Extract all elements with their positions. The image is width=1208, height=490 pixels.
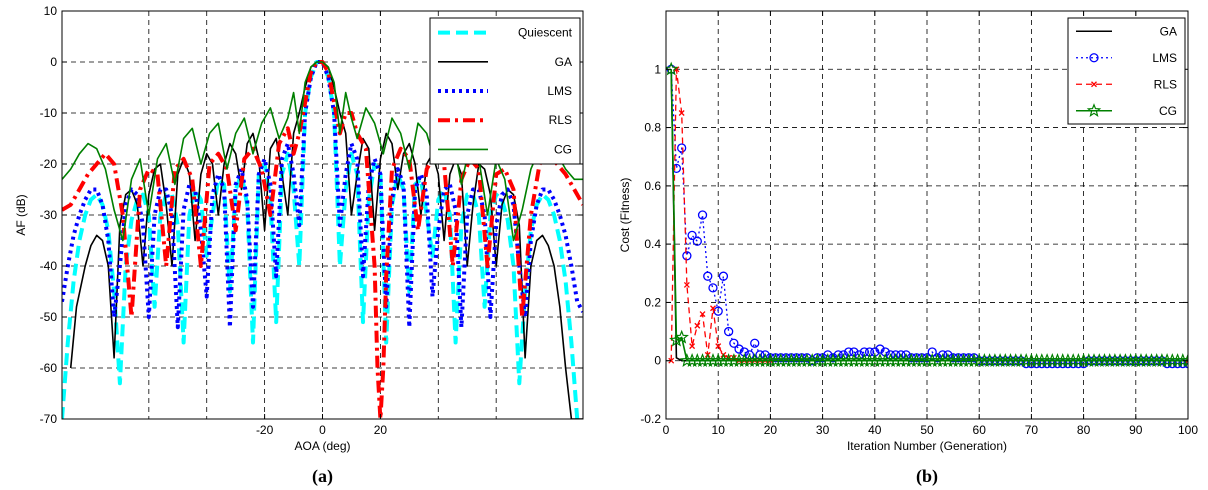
x-tick-label: 70: [1025, 423, 1039, 437]
series-marker-rls: [689, 343, 696, 350]
legend-label-lms: LMS: [547, 84, 572, 98]
y-tick-label: 0.8: [644, 121, 661, 135]
y-tick-label: 10: [44, 4, 58, 18]
y-tick-label: 0.2: [644, 295, 661, 309]
x-tick-label: 20: [374, 423, 388, 437]
y-tick-label: 0: [50, 55, 57, 69]
series-marker-rls: [710, 305, 716, 312]
x-tick-label: 30: [816, 423, 830, 437]
series-marker-lms: [875, 344, 885, 354]
series-marker-lms: [687, 230, 697, 241]
x-tick-label: 20: [764, 423, 778, 437]
legend-marker-rls: [1091, 81, 1097, 88]
legend-label-ga: GA: [1160, 24, 1177, 38]
legend-label-rls: RLS: [1154, 77, 1177, 91]
series-marker-lms: [697, 210, 708, 220]
series-group: [666, 61, 1188, 369]
series-marker-lms: [734, 344, 744, 354]
legend-label-ga: GA: [555, 55, 572, 69]
y-tick-label: -0.2: [640, 412, 661, 426]
series-marker-lms: [708, 283, 718, 293]
x-tick-label: 0: [319, 423, 326, 437]
legend-label-cg: CG: [554, 142, 572, 156]
legend-label-rls: RLS: [549, 113, 572, 127]
x-tick-label: 60: [973, 423, 987, 437]
series-marker-lms: [713, 306, 723, 316]
x-tick-label: 50: [920, 423, 934, 437]
chart-panel-a: -20 0 20 10 0 -10 -20 -30 -40 -50 -60 -70 AOA (deg) A…: [14, 4, 584, 487]
legend: Quiescent GA LMS RLS CG: [429, 17, 581, 165]
series-marker-lms: [692, 236, 702, 246]
series-marker-rls: [730, 354, 737, 361]
y-axis-label: AF (dB): [14, 194, 28, 235]
y-tick-label: -20: [40, 157, 58, 171]
legend-label-lms: LMS: [1152, 51, 1177, 65]
y-tick-label: 0.4: [644, 237, 661, 251]
y-tick-label: 1: [654, 62, 661, 76]
series-marker-rls: [694, 322, 701, 329]
series-marker-cg: [1180, 353, 1188, 367]
series-marker-lms: [703, 271, 713, 281]
series-marker-lms: [723, 326, 734, 337]
legend: GA LMS RLS CG: [1067, 17, 1186, 125]
x-tick-label: 90: [1129, 423, 1143, 437]
legend-marker-lms: [1089, 53, 1099, 63]
series-marker-cg: [674, 329, 689, 344]
series-line-cg: [62, 61, 583, 242]
series-marker-lms: [682, 251, 692, 261]
y-axis-label: Cost (Fitness): [618, 178, 632, 253]
series-marker-rls: [699, 311, 706, 318]
y-tick-label: 0: [654, 354, 661, 368]
y-tick-label: -30: [40, 208, 58, 222]
series-marker-lms: [750, 338, 760, 348]
y-tick-label: -50: [40, 310, 58, 324]
series-marker-lms: [677, 143, 687, 153]
x-tick-label: 80: [1077, 423, 1091, 437]
y-tick-label: -70: [40, 412, 58, 426]
panel-label: (a): [312, 466, 333, 487]
y-tick-label: -60: [40, 361, 58, 375]
x-axis-label: Iteration Number (Generation): [847, 439, 1007, 453]
series-marker-cg: [1175, 353, 1188, 367]
legend-label-cg: CG: [1159, 104, 1177, 118]
x-tick-label: -20: [256, 423, 274, 437]
chart-panel-b: 0 10 20 30 40 50 60 70 80 90 100-0.200.20.40.60.81…: [618, 10, 1198, 487]
series-marker-cg: [666, 61, 679, 76]
y-tick-label: 0.6: [644, 179, 661, 193]
series-marker-cg: [669, 332, 684, 347]
series-marker-rls: [725, 354, 732, 361]
series-marker-rls: [683, 281, 690, 288]
series-marker-rls: [678, 110, 685, 116]
x-tick-label: 40: [868, 423, 882, 437]
y-tick-label: -40: [40, 259, 58, 273]
x-tick-label: 100: [1178, 423, 1198, 437]
legend-marker-cg: [1086, 103, 1102, 117]
series-marker-lms: [729, 338, 739, 348]
series-group: [62, 60, 583, 419]
legend-box: [1067, 17, 1186, 125]
series-line-rls: [62, 60, 583, 419]
series-line-lms: [62, 60, 583, 330]
series-marker-rls: [668, 357, 675, 364]
y-tick-label: -10: [40, 106, 58, 120]
series-marker-rls: [715, 343, 722, 350]
x-tick-label: 0: [663, 423, 670, 437]
x-tick-label: 10: [712, 423, 726, 437]
legend-label-quiescent: Quiescent: [518, 26, 573, 40]
series-marker-lms: [718, 271, 729, 281]
panel-label: (b): [916, 466, 938, 487]
x-axis-label: AOA (deg): [294, 439, 350, 453]
